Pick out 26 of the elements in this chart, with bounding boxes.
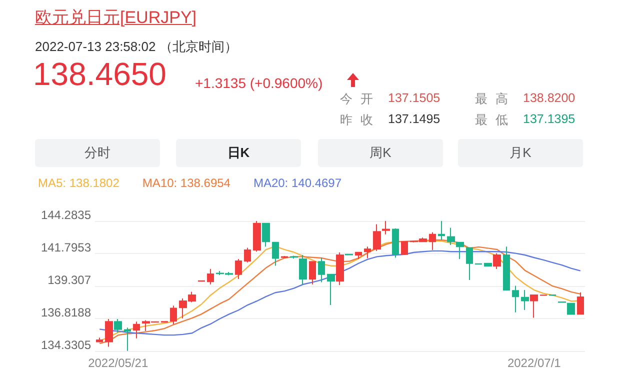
chart-title: 欧元兑日元[EURJPY]: [35, 7, 197, 29]
y-tick-label: 144.2835: [40, 208, 92, 222]
text: 137.1505: [388, 91, 440, 105]
text: 日K: [176, 139, 301, 167]
y-tick-label: 139.307: [48, 273, 92, 287]
text: 137.1395: [523, 112, 576, 126]
text: +1.3135 (+0.9600%): [195, 75, 323, 91]
x-tick-label: 2022/05/21: [88, 356, 148, 370]
text: 昨 收: [340, 112, 376, 129]
text: MA10: 138.6954: [142, 176, 231, 190]
x-tick-label: 2022/07/1: [507, 356, 562, 370]
text: 138.4650: [33, 56, 166, 93]
y-tick-label: 141.7953: [40, 240, 92, 254]
text: MA5: 138.1802: [38, 176, 120, 190]
text: 137.1495: [388, 112, 440, 126]
chart-subtitle: 2022-07-13 23:58:02 （北京时间）: [35, 38, 238, 56]
text: 月K: [458, 139, 583, 167]
text: 分时: [35, 139, 160, 167]
text: 周K: [318, 139, 443, 167]
text: MA20: 140.4697: [253, 176, 342, 190]
y-tick-label: 136.8188: [40, 306, 92, 320]
y-tick-label: 134.3305: [40, 338, 92, 352]
text: 最 低: [475, 112, 510, 129]
text: 最 高: [475, 91, 510, 108]
text: 今 开: [340, 91, 376, 108]
text: 138.8200: [523, 91, 576, 105]
